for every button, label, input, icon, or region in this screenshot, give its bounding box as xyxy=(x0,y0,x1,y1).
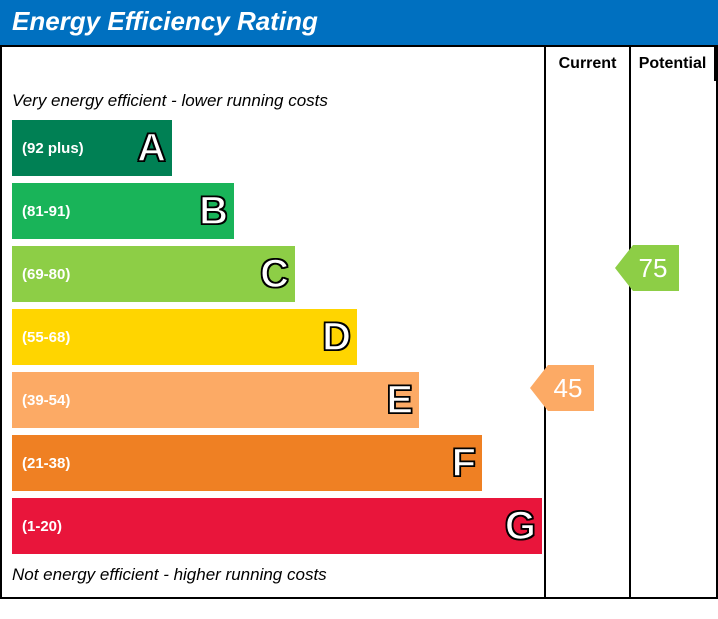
title-text: Energy Efficiency Rating xyxy=(12,6,318,36)
band-letter-a: A xyxy=(137,126,166,171)
band-letter-f: F xyxy=(452,441,476,486)
band-letter-d: D xyxy=(322,315,351,360)
band-range-g: (1-20) xyxy=(12,518,62,535)
note-bottom: Not energy efficient - higher running co… xyxy=(2,561,544,591)
band-d: (55-68) D xyxy=(12,309,357,365)
band-letter-e: E xyxy=(386,378,413,423)
band-c: (69-80) C xyxy=(12,246,295,302)
band-range-e: (39-54) xyxy=(12,392,70,409)
band-g: (1-20) G xyxy=(12,498,542,554)
potential-pointer: 75 xyxy=(615,245,679,291)
band-letter-b: B xyxy=(199,189,228,234)
header-current: Current xyxy=(546,45,631,81)
header-potential-label: Potential xyxy=(639,55,707,73)
header-potential: Potential xyxy=(631,45,716,81)
band-row-b: (81-91) B xyxy=(12,183,544,243)
band-range-f: (21-38) xyxy=(12,455,70,472)
band-row-g: (1-20) G xyxy=(12,498,544,558)
band-range-c: (69-80) xyxy=(12,266,70,283)
current-pointer-value: 45 xyxy=(548,365,594,411)
bands-container: (92 plus) A (81-91) B (69-80) C (55-68) D (39-54… xyxy=(2,120,544,558)
title-bar: Energy Efficiency Rating xyxy=(0,0,718,45)
note-top: Very energy efficient - lower running co… xyxy=(2,87,544,117)
potential-pointer-value: 75 xyxy=(633,245,679,291)
band-a: (92 plus) A xyxy=(12,120,172,176)
current-pointer-arrow-icon xyxy=(530,365,548,411)
band-letter-g: G xyxy=(505,504,536,549)
header-blank xyxy=(2,45,546,81)
band-row-d: (55-68) D xyxy=(12,309,544,369)
current-pointer: 45 xyxy=(530,365,594,411)
potential-pointer-arrow-icon xyxy=(615,245,633,291)
epc-table: Current Potential Very energy efficient … xyxy=(0,45,718,599)
band-range-d: (55-68) xyxy=(12,329,70,346)
band-row-a: (92 plus) A xyxy=(12,120,544,180)
potential-column: 75 xyxy=(631,81,716,597)
band-f: (21-38) F xyxy=(12,435,482,491)
current-column: 45 xyxy=(546,81,631,597)
band-range-a: (92 plus) xyxy=(12,140,84,157)
band-b: (81-91) B xyxy=(12,183,234,239)
band-row-f: (21-38) F xyxy=(12,435,544,495)
header-current-label: Current xyxy=(559,55,617,73)
band-range-b: (81-91) xyxy=(12,203,70,220)
band-row-c: (69-80) C xyxy=(12,246,544,306)
chart-area: Very energy efficient - lower running co… xyxy=(2,81,546,597)
band-row-e: (39-54) E xyxy=(12,372,544,432)
band-letter-c: C xyxy=(260,252,289,297)
band-e: (39-54) E xyxy=(12,372,419,428)
